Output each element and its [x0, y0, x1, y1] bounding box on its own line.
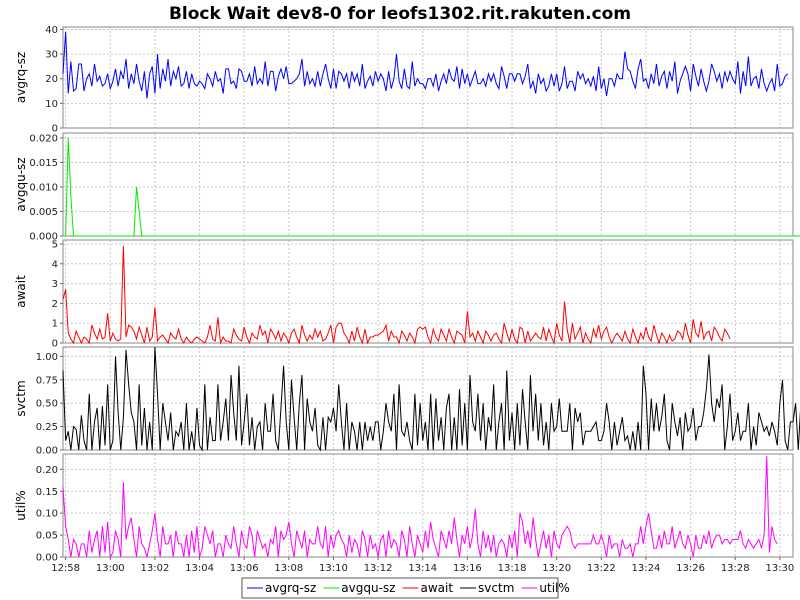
y-tick-label: 0.75	[36, 375, 58, 386]
y-tick-label: 0.015	[29, 158, 58, 169]
y-tick-label: 1.00	[36, 352, 58, 363]
y-tick-label: 0	[52, 339, 58, 350]
x-tick-label: 13:12	[364, 563, 393, 574]
y-tick-label: 0.00	[36, 446, 58, 457]
y-tick-label: 0	[52, 124, 58, 135]
chart-title: Block Wait dev8-0 for leofs1302.rit.raku…	[169, 4, 631, 24]
panel-avgqu-sz: 0.000 0.005 0.010 0.015 0.020 avgqu-sz	[14, 132, 800, 243]
x-tick-label: 12:58	[51, 563, 80, 574]
x-tick-label: 13:14	[408, 563, 437, 574]
series-line-util%	[62, 456, 778, 559]
panel-avgrq-sz: 0 10 20 30 40 avgrq-sz	[14, 25, 794, 135]
series-line-avgrq-sz	[62, 31, 789, 99]
x-tick-label: 13:20	[542, 563, 571, 574]
series-line-await	[62, 245, 731, 345]
y-tick-label: 0.00	[36, 553, 58, 564]
x-tick-label: 13:30	[765, 563, 794, 574]
legend-label-svctm: svctm	[478, 581, 514, 595]
x-tick-label: 13:00	[96, 563, 125, 574]
y-tick-label: 2	[52, 299, 58, 310]
y-tick-label: 0.20	[36, 465, 58, 476]
chart-panels: 010203040avgrq-sz0.0000.0050.0100.0150.0…	[14, 25, 800, 564]
y-tick-label: 0.50	[36, 399, 58, 410]
x-tick-label: 13:22	[587, 563, 616, 574]
x-tick-label: 13:24	[632, 563, 661, 574]
x-tick-label: 13:06	[230, 563, 259, 574]
x-tick-label: 13:10	[319, 563, 348, 574]
y-axis-label: await	[14, 275, 28, 308]
y-axis-label: util%	[14, 490, 28, 520]
y-tick-label: 0.10	[36, 509, 58, 520]
y-axis-label: svctm	[14, 380, 28, 416]
y-tick-label: 40	[45, 25, 58, 36]
legend-label-await: await	[420, 581, 453, 595]
legend-label-avgrq-sz: avgrq-sz	[265, 581, 316, 595]
x-tick-label: 13:18	[498, 563, 527, 574]
panel-frame	[62, 239, 794, 344]
series-line-svctm	[62, 346, 800, 452]
y-tick-label: 10	[45, 99, 58, 110]
panel-frame	[62, 132, 794, 237]
panel-frame	[62, 453, 794, 558]
y-tick-label: 20	[45, 74, 58, 85]
y-tick-label: 3	[52, 279, 58, 290]
x-tick-label: 13:08	[274, 563, 303, 574]
x-axis: 12:58 13:00 13:02 13:04 13:06 13:08 13:10 13:12…	[51, 557, 794, 574]
x-tick-label: 13:28	[721, 563, 750, 574]
y-axis-label: avgqu-sz	[14, 157, 28, 211]
y-axis-label: avgrq-sz	[14, 52, 28, 103]
panel-svctm: 0.00 0.25 0.50 0.75 1.00 svctm	[14, 346, 800, 457]
y-tick-label: 0.010	[29, 182, 58, 193]
x-tick-label: 13:04	[185, 563, 214, 574]
panel-util%: 0.00 0.05 0.10 0.15 0.20 util%	[14, 453, 794, 564]
y-tick-label: 0.25	[36, 422, 58, 433]
legend: avgrq-sz avgqu-sz await svctm util%	[241, 577, 570, 599]
y-tick-label: 4	[52, 259, 58, 270]
y-tick-label: 0.005	[29, 207, 58, 218]
x-tick-label: 13:16	[453, 563, 482, 574]
legend-label-avgqu-sz: avgqu-sz	[341, 581, 395, 595]
legend-label-util%: util%	[539, 581, 569, 595]
panel-await: 0 1 2 3 4 5 await	[14, 239, 794, 350]
series-line-avgqu-sz	[63, 137, 800, 237]
x-tick-label: 13:26	[676, 563, 705, 574]
y-tick-label: 1	[52, 319, 58, 330]
panel-frame	[62, 26, 794, 129]
legend-box	[241, 577, 559, 599]
y-tick-label: 0.020	[29, 133, 58, 144]
y-tick-label: 0.000	[29, 232, 58, 243]
x-tick-label: 13:02	[140, 563, 169, 574]
y-tick-label: 5	[52, 239, 58, 250]
y-tick-label: 0.15	[36, 487, 58, 498]
y-tick-label: 30	[45, 50, 58, 61]
y-tick-label: 0.05	[36, 531, 58, 542]
